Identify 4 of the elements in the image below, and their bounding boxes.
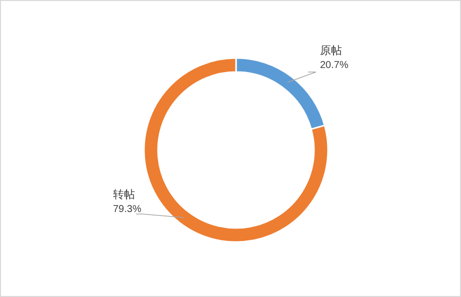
- slice-label: 原帖: [320, 44, 342, 57]
- data-label: 20.7%: [320, 60, 348, 71]
- data-label: 79.3%: [113, 204, 142, 215]
- slice-label: 转帖: [113, 188, 135, 201]
